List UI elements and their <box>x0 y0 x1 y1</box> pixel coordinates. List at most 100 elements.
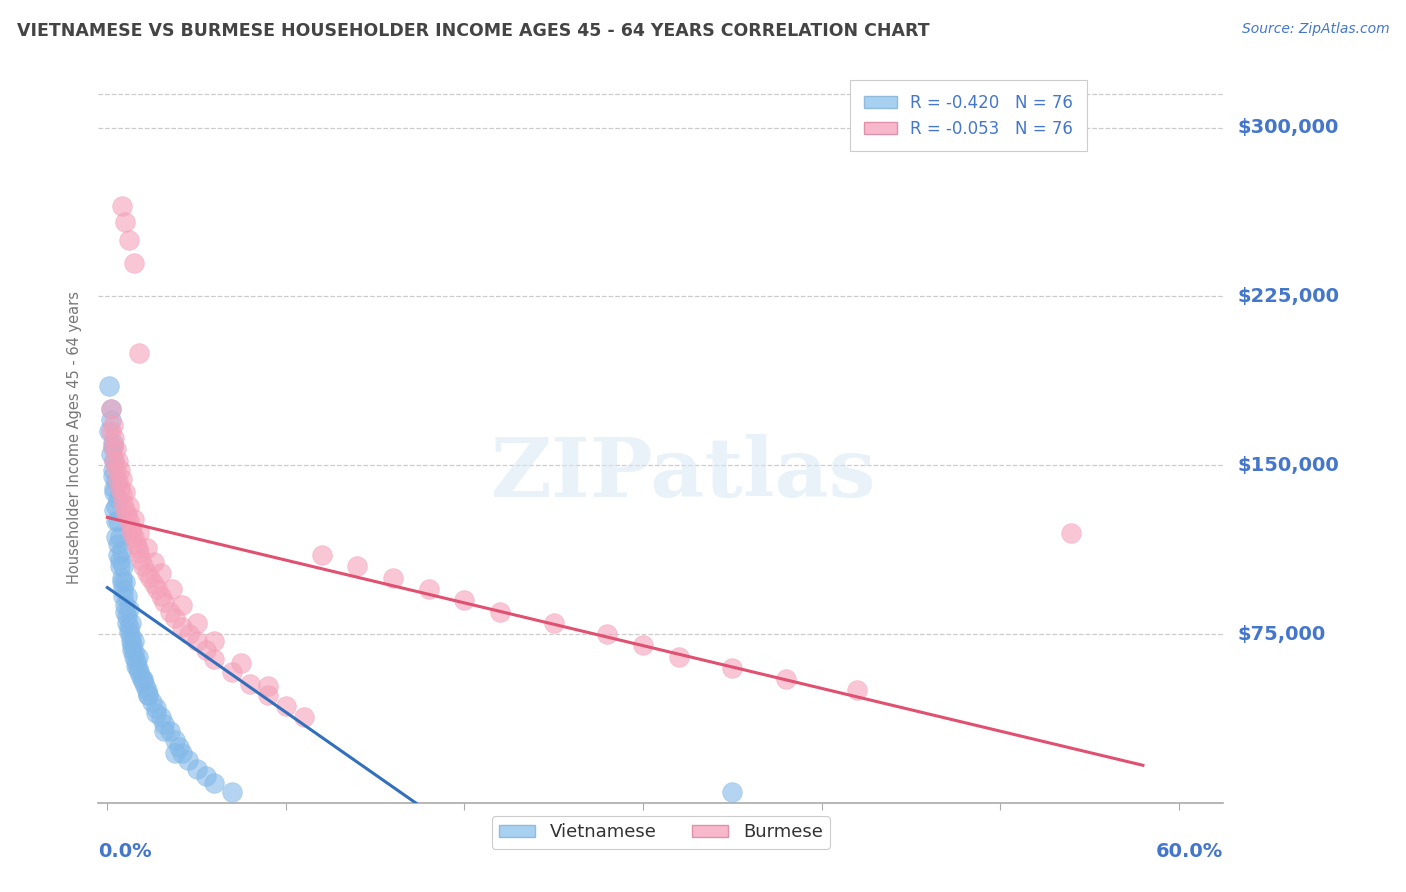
Point <box>1060 525 1083 540</box>
Point <box>128 546 150 560</box>
Point <box>118 620 141 634</box>
Point <box>101 463 124 477</box>
Point <box>721 661 744 675</box>
Point <box>115 609 138 624</box>
Point <box>105 474 128 488</box>
Point <box>118 233 141 247</box>
Point <box>153 723 176 738</box>
Point <box>115 615 138 630</box>
Point <box>134 679 156 693</box>
Point <box>231 657 253 671</box>
Point <box>135 683 157 698</box>
Point <box>135 541 157 556</box>
Point <box>120 615 142 630</box>
Point <box>846 683 869 698</box>
Point <box>165 611 187 625</box>
Point <box>100 413 122 427</box>
Point <box>125 658 148 673</box>
Point <box>108 553 131 567</box>
Point <box>107 491 129 506</box>
Point <box>112 589 135 603</box>
Point <box>128 525 150 540</box>
Point <box>122 255 145 269</box>
Point <box>194 642 217 657</box>
Text: $300,000: $300,000 <box>1237 118 1339 137</box>
Point <box>775 672 797 686</box>
Point <box>186 762 208 776</box>
Point <box>120 633 142 648</box>
Point <box>103 481 125 495</box>
Point <box>418 582 440 596</box>
Point <box>135 566 157 581</box>
Point <box>194 769 217 783</box>
Point <box>120 521 142 535</box>
Point <box>103 485 125 500</box>
Point <box>115 508 138 522</box>
Point <box>153 717 176 731</box>
Point <box>153 595 176 609</box>
Point <box>111 199 134 213</box>
Point <box>176 753 198 767</box>
Point <box>127 661 149 675</box>
Point <box>204 633 226 648</box>
Point <box>111 571 134 585</box>
Point <box>125 654 148 668</box>
Point <box>239 676 262 690</box>
Point <box>108 559 131 574</box>
Point <box>100 425 122 439</box>
Point <box>101 417 124 432</box>
Text: $150,000: $150,000 <box>1237 456 1339 475</box>
Point <box>118 624 141 639</box>
Text: 0.0%: 0.0% <box>98 842 152 861</box>
Point <box>186 633 208 648</box>
Point <box>139 571 162 585</box>
Point <box>204 775 226 789</box>
Point <box>179 627 201 641</box>
Point <box>107 453 129 467</box>
Point <box>127 541 149 556</box>
Point <box>382 571 405 585</box>
Legend: Vietnamese, Burmese: Vietnamese, Burmese <box>492 816 830 848</box>
Point <box>132 672 155 686</box>
Point <box>114 605 136 619</box>
Point <box>98 379 121 393</box>
Point <box>146 582 169 596</box>
Point <box>111 575 134 590</box>
Point <box>101 435 124 450</box>
Point <box>489 605 512 619</box>
Point <box>121 525 143 540</box>
Point <box>108 530 131 544</box>
Point <box>311 548 333 562</box>
Point <box>122 649 145 664</box>
Point <box>121 642 143 657</box>
Point <box>172 598 194 612</box>
Point <box>122 512 145 526</box>
Point <box>115 589 138 603</box>
Point <box>114 575 136 590</box>
Point <box>105 463 128 477</box>
Point <box>129 670 152 684</box>
Point <box>128 345 150 359</box>
Point <box>167 739 190 754</box>
Point <box>159 723 181 738</box>
Point <box>107 537 129 551</box>
Point <box>721 784 744 798</box>
Point <box>112 496 135 510</box>
Point <box>160 582 183 596</box>
Point <box>112 559 135 574</box>
Point <box>100 401 122 416</box>
Point <box>145 706 167 720</box>
Text: 60.0%: 60.0% <box>1156 842 1223 861</box>
Point <box>103 503 125 517</box>
Point <box>346 559 368 574</box>
Point <box>221 665 243 680</box>
Point <box>204 652 226 666</box>
Point <box>118 515 141 529</box>
Point <box>103 431 125 445</box>
Point <box>105 499 128 513</box>
Point <box>138 688 160 702</box>
Point <box>122 530 145 544</box>
Point <box>112 582 135 596</box>
Point <box>122 633 145 648</box>
Point <box>101 440 124 454</box>
